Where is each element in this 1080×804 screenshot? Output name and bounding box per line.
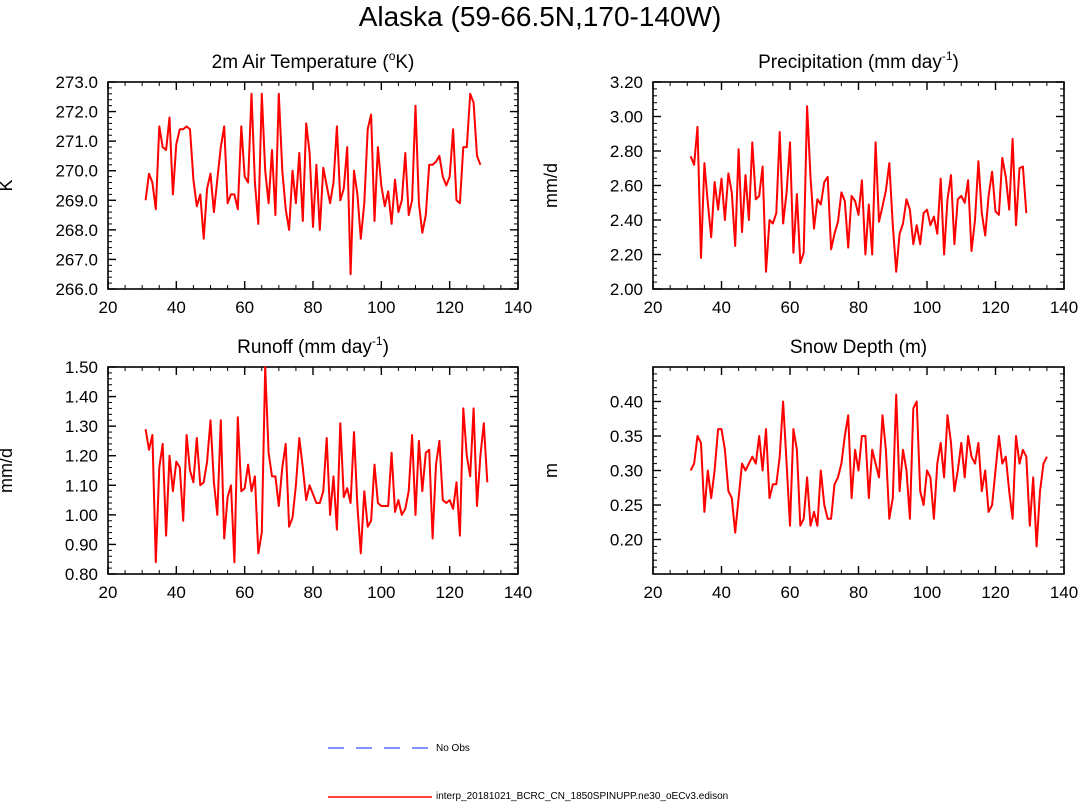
- x-tick-label: 100: [913, 298, 941, 317]
- x-tick-label: 40: [712, 298, 731, 317]
- x-tick-label: 140: [504, 298, 532, 317]
- x-tick-label: 60: [781, 298, 800, 317]
- y-tick-label: 271.0: [55, 132, 98, 151]
- y-tick-label: 0.20: [610, 531, 643, 550]
- series-line-model: [144, 92, 482, 276]
- series-line-model: [144, 366, 489, 564]
- panel-title: Snow Depth (m): [790, 337, 927, 358]
- x-tick-label: 120: [435, 583, 463, 602]
- x-tick-label: 20: [644, 298, 663, 317]
- y-tick-label: 0.30: [610, 462, 643, 481]
- y-tick-label: 0.35: [610, 427, 643, 446]
- series-line-model: [689, 393, 1048, 548]
- x-tick-label: 80: [304, 583, 323, 602]
- y-tick-label: 2.20: [610, 246, 643, 265]
- y-tick-label: 1.20: [65, 447, 98, 466]
- y-tick-label: 3.20: [610, 73, 643, 92]
- x-tick-label: 60: [235, 583, 254, 602]
- y-tick-label: 2.80: [610, 142, 643, 161]
- legend-label-obs: No Obs: [436, 743, 470, 754]
- x-tick-label: 80: [304, 298, 323, 317]
- x-tick-label: 20: [644, 583, 663, 602]
- y-tick-label: 1.40: [65, 388, 98, 407]
- y-tick-label: 2.40: [610, 211, 643, 230]
- x-tick-label: 80: [849, 298, 868, 317]
- y-axis-label: mm/d: [0, 448, 16, 493]
- panel-title: Runoff (mm day-1): [237, 334, 389, 358]
- y-tick-label: 1.10: [65, 476, 98, 495]
- y-tick-label: 1.00: [65, 506, 98, 525]
- x-tick-label: 120: [981, 583, 1009, 602]
- y-axis-label: mm/d: [541, 163, 561, 208]
- y-tick-label: 273.0: [55, 73, 98, 92]
- panel-runoff: 20 40 60 80 100 120 140 0.80 0.90 1.00 1.10 1.20 1.3…: [0, 334, 532, 602]
- series-line-model: [689, 105, 1028, 273]
- y-axis-label: m: [541, 463, 561, 478]
- y-tick-label: 270.0: [55, 162, 98, 181]
- legend-label-model: interp_20181021_BCRC_CN_1850SPINUPP.ne30…: [436, 791, 729, 802]
- y-tick-label: 267.0: [55, 250, 98, 269]
- y-tick-label: 3.00: [610, 108, 643, 127]
- x-tick-label: 40: [712, 583, 731, 602]
- panel-temp: 20 40 60 80 100 120 140 266.0 267.0 268.0 269.0 270…: [0, 49, 532, 317]
- x-tick-label: 20: [99, 298, 118, 317]
- legend: [328, 747, 432, 798]
- x-tick-label: 80: [849, 583, 868, 602]
- y-tick-label: 0.80: [65, 565, 98, 584]
- x-tick-label: 100: [367, 583, 395, 602]
- x-tick-label: 140: [1050, 583, 1078, 602]
- x-tick-label: 120: [435, 298, 463, 317]
- y-tick-label: 2.60: [610, 177, 643, 196]
- x-tick-label: 40: [167, 298, 186, 317]
- panel-title: Precipitation (mm day-1): [758, 49, 959, 73]
- x-tick-label: 60: [781, 583, 800, 602]
- x-tick-label: 100: [367, 298, 395, 317]
- panel-precip: 20 40 60 80 100 120 140 2.00 2.20 2.40 2.60 2.80 3.0…: [541, 49, 1078, 317]
- panel-title: 2m Air Temperature (oK): [212, 49, 415, 73]
- y-axis-label: K: [0, 179, 16, 191]
- x-tick-label: 20: [99, 583, 118, 602]
- y-tick-label: 0.25: [610, 496, 643, 515]
- panel-snow: 20 40 60 80 100 120 140 0.20 0.25 0.30 0.35 0.40 m Sn…: [541, 337, 1078, 602]
- y-tick-label: 268.0: [55, 221, 98, 240]
- y-tick-label: 269.0: [55, 191, 98, 210]
- y-tick-label: 272.0: [55, 103, 98, 122]
- y-tick-label: 0.90: [65, 535, 98, 554]
- y-tick-label: 1.50: [65, 358, 98, 377]
- x-tick-label: 120: [981, 298, 1009, 317]
- x-tick-label: 60: [235, 298, 254, 317]
- x-tick-label: 140: [504, 583, 532, 602]
- x-tick-label: 40: [167, 583, 186, 602]
- x-tick-label: 100: [913, 583, 941, 602]
- y-tick-label: 0.40: [610, 393, 643, 412]
- y-tick-label: 1.30: [65, 417, 98, 436]
- x-tick-label: 140: [1050, 298, 1078, 317]
- y-tick-label: 2.00: [610, 280, 643, 299]
- y-tick-label: 266.0: [55, 280, 98, 299]
- figure-title: Alaska (59-66.5N,170-140W): [358, 1, 722, 32]
